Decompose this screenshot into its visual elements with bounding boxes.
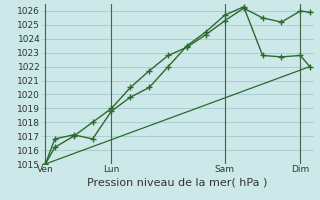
X-axis label: Pression niveau de la mer( hPa ): Pression niveau de la mer( hPa ): [87, 177, 268, 187]
